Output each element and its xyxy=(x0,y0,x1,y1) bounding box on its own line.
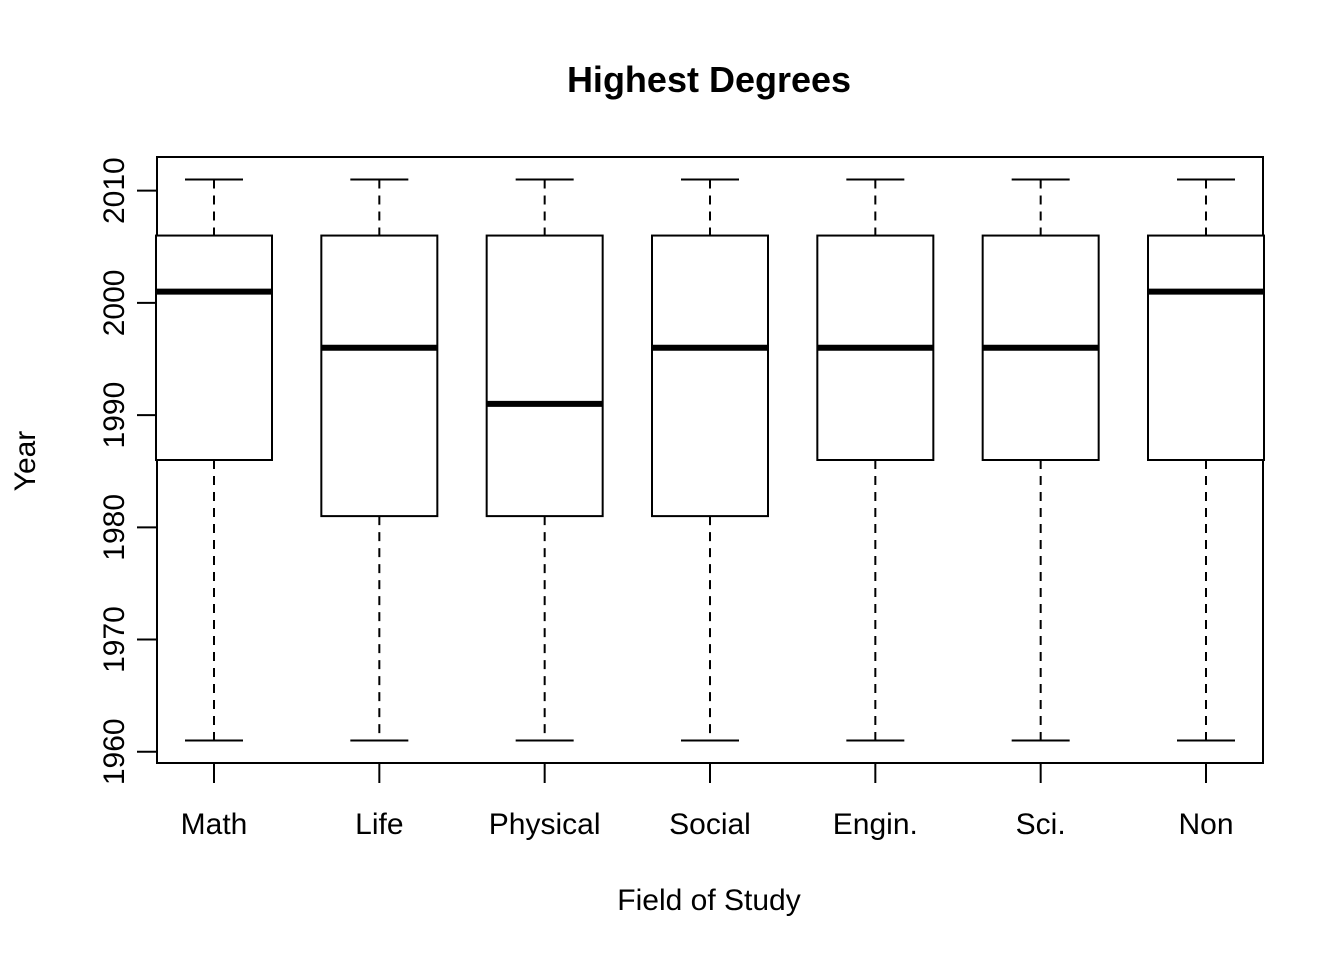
x-tick-label-engin: Engin. xyxy=(833,808,918,841)
y-tick-label-2010: 2010 xyxy=(98,157,131,224)
box-sci xyxy=(981,178,1100,742)
x-tick-label-life: Life xyxy=(355,808,403,841)
boxes xyxy=(155,178,1265,742)
y-tick-label-1960: 1960 xyxy=(98,718,131,785)
x-axis: Math Life Physical Social Engin. Sci. Non xyxy=(181,763,1234,841)
box-social xyxy=(651,178,769,742)
iqr-box-non xyxy=(1147,234,1265,461)
y-tick-label-1990: 1990 xyxy=(98,382,131,449)
y-tick-label-1980: 1980 xyxy=(98,494,131,561)
x-tick-label-social: Social xyxy=(669,808,751,841)
box-math xyxy=(155,178,273,742)
x-tick-label-math: Math xyxy=(181,808,248,841)
x-tick-label-sci: Sci. xyxy=(1016,808,1066,841)
box-physical xyxy=(485,178,604,742)
x-tick-label-physical: Physical xyxy=(489,808,601,841)
iqr-box-physical xyxy=(485,234,604,518)
y-tick-label-2000: 2000 xyxy=(98,270,131,337)
box-life xyxy=(320,178,439,742)
y-axis-title: Year xyxy=(9,431,42,492)
chart-title: Highest Degrees xyxy=(567,59,851,100)
y-tick-label-1970: 1970 xyxy=(98,606,131,673)
iqr-box-math xyxy=(155,234,273,461)
iqr-box-life xyxy=(320,234,439,518)
x-tick-label-non: Non xyxy=(1178,808,1233,841)
box-non xyxy=(1147,178,1265,742)
y-axis: 1960 1970 1980 1990 2000 2010 xyxy=(98,157,158,785)
iqr-box-social xyxy=(651,234,769,518)
x-axis-title: Field of Study xyxy=(617,884,800,917)
box-engin xyxy=(816,178,935,742)
